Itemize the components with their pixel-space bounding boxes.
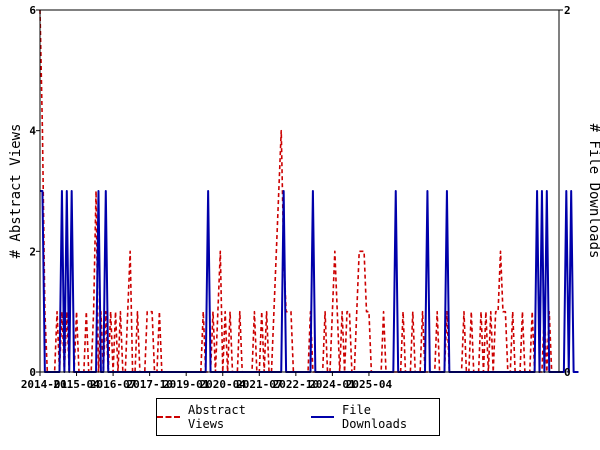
x-tick-label: 2022-10 (273, 378, 319, 391)
x-tick-label: 2025-04 (346, 378, 393, 391)
y-left-tick-label: 2 (29, 245, 36, 258)
y-left-tick-label: 0 (29, 366, 36, 379)
legend-label-abstract-views: Abstract Views (188, 403, 246, 431)
legend-entry-file-downloads: File Downloads (311, 403, 439, 431)
series-line-abstract-views (39, 9, 559, 373)
x-tick-label: 2015-04 (53, 378, 100, 391)
x-tick-label: 2014-01 (21, 378, 68, 391)
x-tick-label: 2017-10 (126, 378, 172, 391)
series-line-file-downloads (40, 190, 579, 373)
y-left-tick-label: 4 (29, 125, 36, 138)
y-right-axis-title: # File Downloads (586, 124, 600, 259)
legend: Abstract Views File Downloads (156, 398, 440, 436)
y-right-tick-label: 0 (564, 366, 571, 379)
x-tick-label: 2024-01 (309, 378, 356, 391)
legend-label-file-downloads: File Downloads (342, 403, 408, 431)
x-tick-label: 2019-01 (163, 378, 210, 391)
y-left-axis-title: # Abstract Views (8, 124, 24, 259)
x-tick-label: 2016-07 (90, 378, 136, 391)
x-tick-label: 2021-07 (236, 378, 282, 391)
legend-swatch-abstract-views (157, 416, 181, 418)
plot-frame (39, 9, 560, 373)
x-tick-label: 2020-04 (200, 378, 247, 391)
legend-swatch-file-downloads (311, 416, 335, 418)
y-left-tick-label: 6 (29, 4, 36, 17)
legend-entry-abstract-views: Abstract Views (157, 403, 285, 431)
y-right-tick-label: 2 (564, 4, 571, 17)
